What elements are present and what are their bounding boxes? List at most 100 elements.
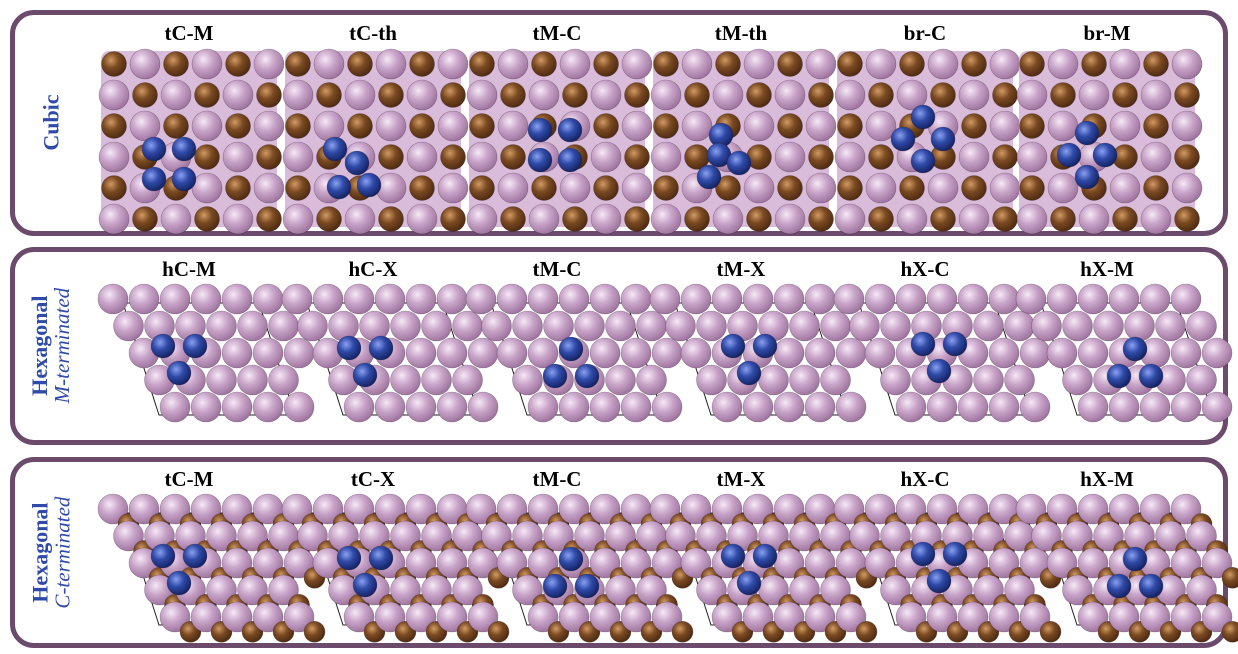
adsorbate-atom bbox=[910, 331, 936, 357]
metal-atom bbox=[374, 493, 406, 525]
metal-atom bbox=[880, 364, 911, 396]
metal-atom bbox=[589, 493, 621, 525]
metal-atom bbox=[1186, 310, 1217, 342]
metal-atom bbox=[1186, 574, 1217, 606]
metal-atom bbox=[680, 547, 712, 579]
metal-atom bbox=[527, 547, 559, 579]
metal-atom bbox=[1186, 520, 1217, 552]
metal-atom bbox=[650, 141, 682, 173]
carbon-atom bbox=[837, 51, 863, 77]
metal-atom bbox=[297, 520, 328, 552]
metal-atom bbox=[1170, 601, 1202, 633]
adsorbate-atom bbox=[368, 335, 394, 361]
carbon-atom bbox=[746, 82, 772, 108]
metal-atom bbox=[1170, 547, 1202, 579]
metal-atom bbox=[1170, 283, 1202, 315]
slab-structure bbox=[650, 48, 837, 235]
carbon-atom bbox=[101, 175, 127, 201]
metal-atom bbox=[833, 283, 865, 315]
metal-atom bbox=[742, 283, 774, 315]
adsorbate-atom bbox=[890, 126, 916, 152]
adsorbate-atom bbox=[542, 363, 568, 389]
metal-atom bbox=[605, 364, 636, 396]
metal-atom bbox=[743, 110, 775, 142]
carbon-atom bbox=[194, 82, 220, 108]
metal-atom bbox=[237, 520, 268, 552]
carbon-atom bbox=[868, 206, 894, 232]
carbon-atom bbox=[593, 113, 619, 139]
metal-atom bbox=[895, 601, 927, 633]
adsorbate-atom bbox=[336, 335, 362, 361]
metal-atom bbox=[711, 283, 743, 315]
carbon-atom bbox=[378, 82, 404, 108]
metal-atom bbox=[159, 601, 191, 633]
adsorbate-atom bbox=[930, 126, 956, 152]
adsorbate-atom bbox=[527, 147, 553, 173]
metal-atom bbox=[467, 601, 499, 633]
carbon-atom bbox=[378, 206, 404, 232]
metal-atom bbox=[880, 520, 911, 552]
metal-atom bbox=[758, 364, 789, 396]
metal-atom bbox=[113, 310, 144, 342]
carbon-atom bbox=[1221, 567, 1238, 589]
slab-background bbox=[1019, 51, 1195, 227]
metal-atom bbox=[696, 520, 727, 552]
metal-atom bbox=[328, 310, 359, 342]
metal-atom bbox=[191, 110, 223, 142]
metal-atom bbox=[559, 48, 591, 80]
metal-atom bbox=[221, 337, 253, 369]
metal-atom bbox=[97, 493, 129, 525]
metal-atom bbox=[621, 172, 653, 204]
metal-atom bbox=[835, 601, 867, 633]
metal-atom bbox=[160, 79, 192, 111]
carbon-atom bbox=[225, 51, 251, 77]
adsorbate-atom bbox=[1122, 546, 1148, 572]
metal-atom bbox=[621, 48, 653, 80]
metal-atom bbox=[253, 172, 285, 204]
metal-atom bbox=[343, 391, 375, 423]
carbon-atom bbox=[285, 175, 311, 201]
adsorbate-atom bbox=[171, 136, 197, 162]
carbon-atom bbox=[624, 144, 650, 170]
carbon-atom bbox=[961, 175, 987, 201]
metal-atom bbox=[436, 391, 468, 423]
metal-atom bbox=[528, 79, 560, 111]
metal-atom bbox=[605, 574, 636, 606]
slab-label: tC-M bbox=[164, 467, 214, 491]
metal-atom bbox=[833, 493, 865, 525]
carbon-atom bbox=[500, 206, 526, 232]
metal-atom bbox=[834, 203, 866, 235]
panel-subtitle: M-terminated bbox=[50, 288, 75, 404]
carbon-atom bbox=[837, 113, 863, 139]
hexagonal-c-terminated-panel: Hexagonal C-terminated tC-M tC-X tM-C tM… bbox=[10, 457, 1238, 648]
slab-label: hX-M bbox=[1080, 467, 1134, 491]
carbon-atom bbox=[487, 621, 510, 643]
cubic-panel: Cubic tC-M tC-th tM-C tM-th br-C br-M bbox=[10, 10, 1228, 236]
metal-atom bbox=[680, 337, 712, 369]
metal-atom bbox=[206, 520, 237, 552]
metal-atom bbox=[927, 48, 959, 80]
metal-atom bbox=[774, 141, 806, 173]
slab-structure bbox=[97, 493, 326, 643]
adsorbate-atom bbox=[720, 543, 746, 569]
slab-structure bbox=[1015, 493, 1238, 643]
metal-atom bbox=[989, 172, 1021, 204]
metal-atom bbox=[543, 520, 574, 552]
metal-atom bbox=[649, 283, 681, 315]
metal-atom bbox=[1108, 391, 1140, 423]
metal-atom bbox=[1031, 310, 1062, 342]
metal-atom bbox=[712, 203, 744, 235]
adsorbate-atom bbox=[926, 568, 952, 594]
metal-atom bbox=[680, 283, 712, 315]
carbon-atom bbox=[378, 144, 404, 170]
metal-atom bbox=[957, 493, 989, 525]
metal-atom bbox=[1109, 110, 1141, 142]
metal-atom bbox=[696, 574, 727, 606]
metal-atom bbox=[496, 283, 528, 315]
metal-atom bbox=[742, 391, 774, 423]
metal-atom bbox=[973, 310, 1004, 342]
metal-atom bbox=[1108, 493, 1140, 525]
carbon-atom bbox=[101, 113, 127, 139]
carbon-atom bbox=[868, 144, 894, 170]
slab-structure bbox=[98, 48, 285, 235]
